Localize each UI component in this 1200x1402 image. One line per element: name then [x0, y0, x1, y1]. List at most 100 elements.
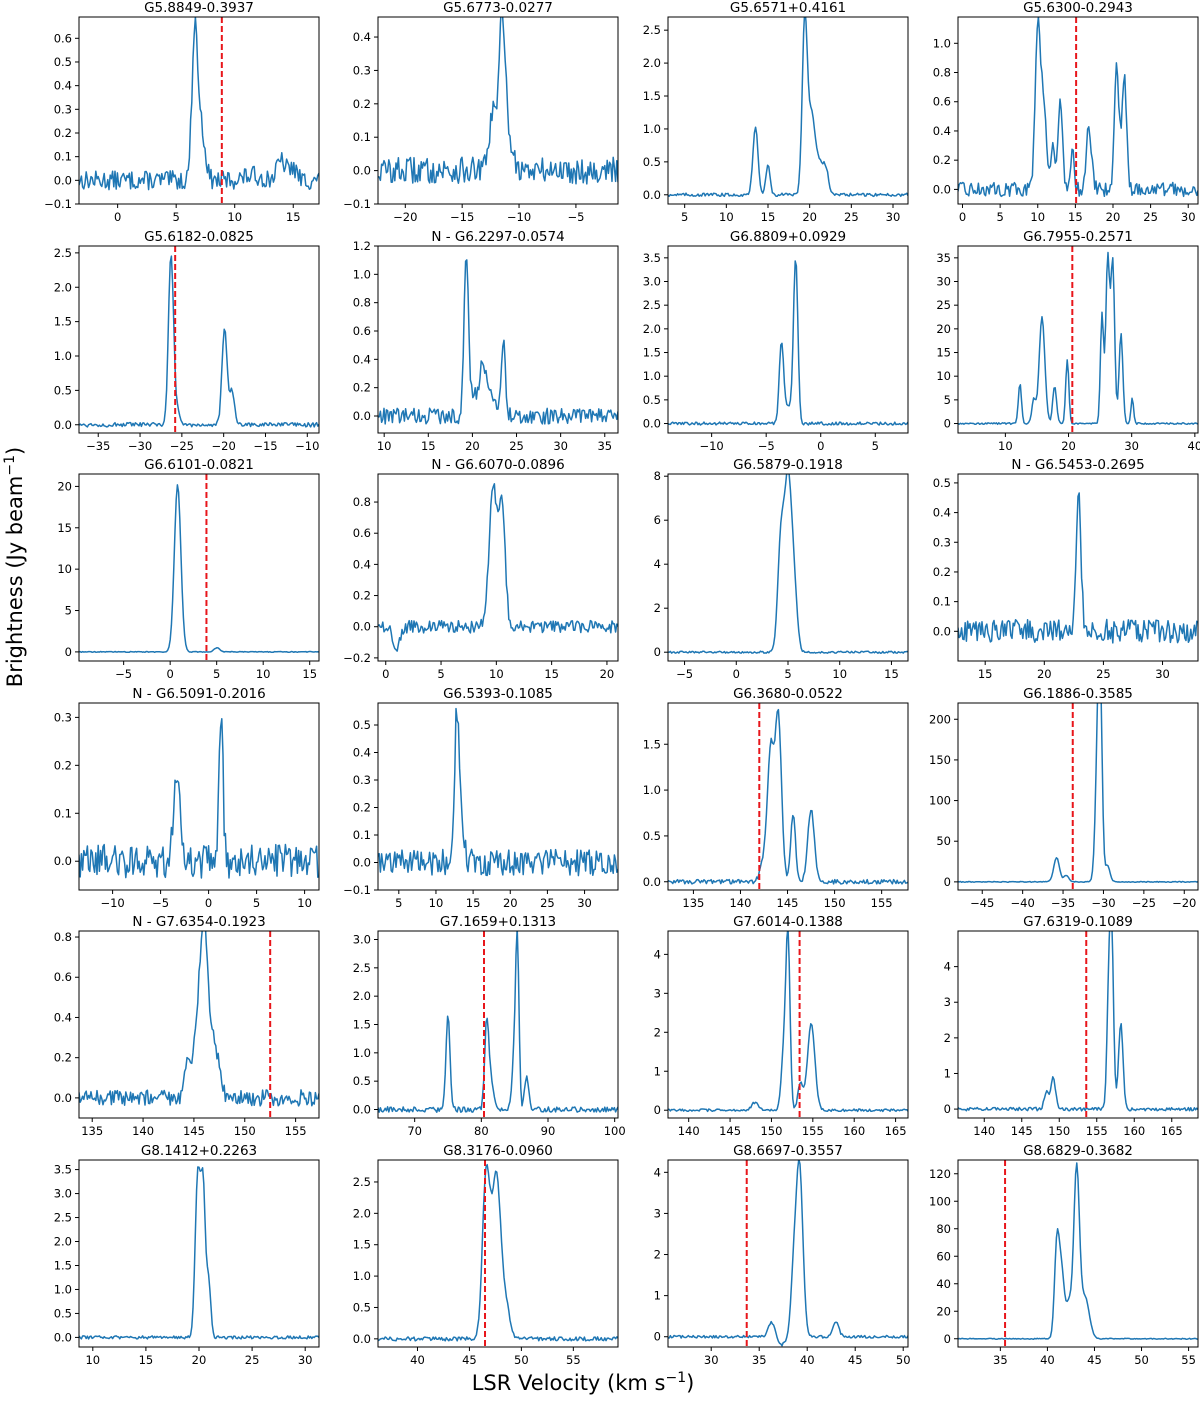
y-tick-label: 3.5	[643, 251, 661, 265]
y-tick-label: 60	[936, 1249, 951, 1263]
y-tick-label: 2.0	[54, 1235, 72, 1249]
spectrum-panel: G7.6014-0.1388 140 145 150 155 160 165 0 1 2 3 4	[654, 914, 909, 1138]
x-tick-label: 15	[139, 1353, 154, 1367]
y-tick-label: 1.0	[643, 783, 661, 797]
y-tick-label: 0	[944, 1332, 951, 1346]
y-tick-label: 0.5	[933, 476, 951, 490]
x-tick-label: 140	[678, 1124, 700, 1138]
y-tick-label: 150	[929, 753, 951, 767]
x-tick-label: 50	[1134, 1353, 1149, 1367]
x-tick-label: 5	[996, 210, 1003, 224]
panel-frame	[957, 245, 1199, 434]
y-tick-label: 0.0	[54, 1330, 72, 1344]
y-tick-label: 0.0	[643, 417, 661, 431]
x-tick-label: −10	[100, 896, 124, 910]
y-axis-label: Brightness (Jy beam−1)	[2, 447, 27, 687]
spectrum-line	[668, 17, 908, 198]
x-tick-label: 20	[802, 210, 817, 224]
spectrum-line	[958, 17, 1198, 198]
panel-title: G6.7955-0.2571	[1023, 229, 1133, 245]
x-tick-label: 40	[410, 1353, 425, 1367]
x-tick-label: 20	[600, 667, 615, 681]
spectrum-line	[668, 931, 908, 1113]
x-tick-label: 10	[297, 896, 312, 910]
panel-frame	[667, 473, 909, 662]
spectrum-panel: G6.7955-0.2571 10 20 30 40 0 5 10 15 20 25 30 35	[936, 229, 1200, 453]
y-tick-label: 2.5	[643, 298, 661, 312]
x-tick-label: 5	[173, 210, 180, 224]
y-tick-label: 0.0	[54, 418, 72, 432]
x-tick-label: 15	[421, 439, 436, 453]
y-tick-label: 0.2	[353, 801, 371, 815]
y-tick-label: 1.5	[353, 1018, 371, 1032]
y-tick-label: 3.5	[54, 1163, 72, 1177]
y-tick-label: 80	[936, 1222, 951, 1236]
y-tick-label: 0	[654, 1330, 661, 1344]
y-tick-label: 0.1	[353, 828, 371, 842]
spectrum-line	[668, 708, 908, 885]
panel-title: G5.8849-0.3937	[144, 0, 254, 16]
x-axis-label-text: LSR Velocity (km s	[472, 1371, 666, 1395]
y-tick-label: 1	[654, 1289, 661, 1303]
x-tick-label: 25	[1143, 210, 1158, 224]
panel-frame	[377, 930, 619, 1119]
panel-frame	[377, 1159, 619, 1348]
y-tick-label: 120	[929, 1167, 951, 1181]
x-tick-label: 25	[245, 1353, 260, 1367]
x-tick-label: 0	[733, 667, 740, 681]
x-tick-label: 145	[777, 896, 799, 910]
x-tick-label: 10	[489, 667, 504, 681]
x-tick-label: 25	[844, 210, 859, 224]
y-tick-label: 0.0	[643, 188, 661, 202]
panel-frame	[78, 245, 320, 434]
spectrum-panel: G5.6571+0.4161 5 10 15 20 25 30 0.0 0.5 1.0 1.5 2.0…	[643, 0, 909, 224]
spectrum-panel: N - G6.5453-0.2695 15 20 25 30 0.0 0.1 0.2 0.3 0.…	[933, 457, 1199, 681]
x-tick-label: 5	[437, 667, 444, 681]
y-tick-label: 1.5	[643, 737, 661, 751]
x-tick-label: −10	[699, 439, 723, 453]
x-tick-label: 10	[832, 667, 847, 681]
y-tick-label: 1.5	[353, 1238, 371, 1252]
spectrum-line	[79, 484, 319, 654]
panel-title: G6.5393-0.1085	[443, 686, 553, 702]
x-tick-label: 160	[1123, 1124, 1145, 1138]
y-tick-label: 0.5	[643, 393, 661, 407]
x-tick-label: 165	[1161, 1124, 1183, 1138]
y-tick-label: 5	[65, 604, 72, 618]
y-tick-label: −0.2	[343, 651, 371, 665]
y-tick-label: 0.0	[933, 624, 951, 638]
y-tick-label: 1.0	[54, 1282, 72, 1296]
spectrum-line	[958, 251, 1198, 426]
y-tick-label: 8	[654, 469, 661, 483]
x-tick-label: 0	[205, 896, 212, 910]
y-tick-label: 0.8	[933, 66, 951, 80]
x-tick-label: 20	[465, 439, 480, 453]
y-tick-label: 4	[654, 557, 661, 571]
x-tick-label: 20	[1037, 667, 1052, 681]
x-tick-label: 10	[85, 1353, 100, 1367]
y-tick-label: 30	[936, 275, 951, 289]
y-tick-label: 10	[57, 562, 72, 576]
x-tick-label: 30	[298, 1353, 313, 1367]
y-tick-label: 0.0	[353, 856, 371, 870]
spectrum-panel: G6.5879-0.1918 −5 0 5 10 15 0 2 4 6 8	[654, 457, 909, 681]
x-axis-label-close: )	[686, 1371, 694, 1395]
y-tick-label: 0.2	[933, 153, 951, 167]
y-tick-label: 0.5	[54, 383, 72, 397]
panel-frame	[667, 702, 909, 891]
panel-frame	[667, 16, 909, 205]
x-tick-label: −25	[1132, 896, 1156, 910]
y-tick-label: 0.4	[353, 746, 371, 760]
y-tick-label: 0.1	[54, 806, 72, 820]
x-tick-label: 155	[1086, 1124, 1108, 1138]
x-tick-label: −35	[1051, 896, 1075, 910]
x-tick-label: −10	[295, 439, 319, 453]
y-tick-label: 100	[929, 794, 951, 808]
x-tick-label: 5	[872, 439, 879, 453]
panel-title: G6.3680-0.0522	[733, 686, 843, 702]
panel-title: G6.5879-0.1918	[733, 457, 843, 473]
panel-title: G6.6101-0.0821	[144, 457, 254, 473]
y-tick-label: −0.1	[343, 197, 371, 211]
y-tick-label: 4	[944, 960, 951, 974]
panel-frame	[78, 473, 320, 662]
